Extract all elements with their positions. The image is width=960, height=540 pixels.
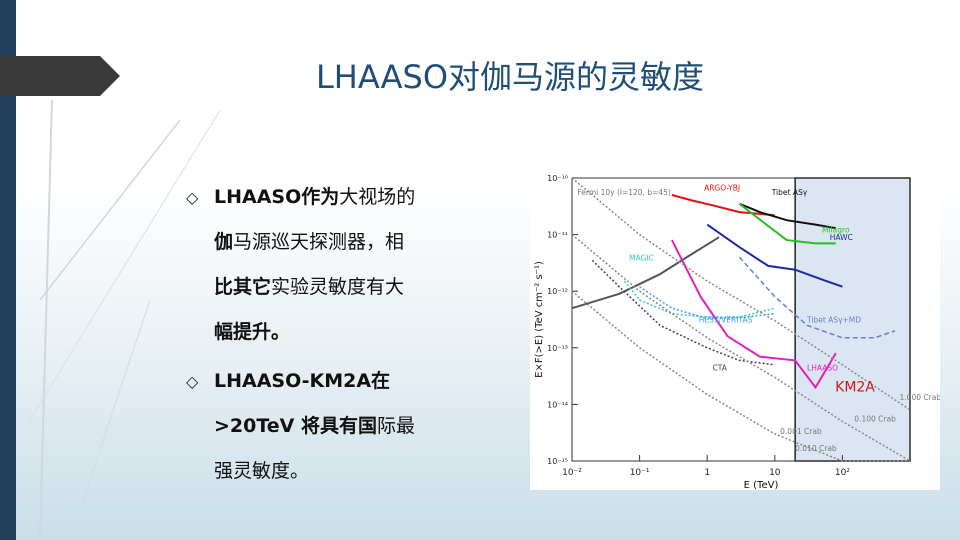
bullet-line: 强灵敏度。 <box>214 460 310 482</box>
bullet-line: LHAASO作为大视场的 <box>214 186 416 208</box>
series-annotation: HESS/VERITAS <box>699 315 753 324</box>
series-annotation: 0.001 Crab <box>780 427 822 436</box>
x-tick-label: 10² <box>835 468 850 478</box>
series-annotation: Tibet ASγ <box>771 188 808 197</box>
series-line-milagro <box>738 203 836 245</box>
x-tick-label: 1 <box>704 468 710 478</box>
y-tick-label: 10⁻¹⁴ <box>547 400 568 409</box>
series-line-tibet-as-md <box>738 256 896 339</box>
series-line-hawc <box>706 223 843 288</box>
y-tick-label: 10⁻¹³ <box>547 344 568 353</box>
series-annotation: 1.000 Crab <box>900 393 940 402</box>
left-accent-bar <box>0 0 16 540</box>
series-annotation: Milagro <box>822 225 850 234</box>
bullet-list: ◇ LHAASO作为大视场的 伽马源巡天探测器，相 比其它实验灵敏度有大 幅提升… <box>186 175 486 498</box>
x-axis-label: E (TeV) <box>744 480 779 490</box>
series-annotation: 0.100 Crab <box>854 414 896 423</box>
series-annotation: ARGO-YBJ <box>704 184 740 193</box>
diamond-bullet-icon: ◇ <box>186 188 199 207</box>
series-line-fermi-10y-l-120-b-45 <box>571 236 720 310</box>
y-tick-label: 10⁻¹⁰ <box>547 174 568 183</box>
bullet-line: LHAASO-KM2A在 <box>214 370 391 392</box>
series-line-0-1-crab <box>571 234 911 462</box>
series-line-lhaaso <box>671 239 837 390</box>
bullet-line: 幅提升。 <box>214 321 291 343</box>
sensitivity-chart-svg: 10⁻² 10⁻¹ 1 10 10² 10⁻¹⁰ 10⁻¹¹ 10⁻¹² 10⁻¹³ 10⁻¹⁴ 1… <box>534 174 940 490</box>
series-annotation: Tibet ASγ+MD <box>806 315 861 324</box>
series-annotation: LHAASO <box>807 363 838 372</box>
series-annotation: Fermi 10y (l=120, b=45) <box>577 188 671 197</box>
y-axis-label: E×F(>E) (TeV cm⁻² s⁻¹) <box>534 261 545 378</box>
bullet-item: ◇ LHAASO作为大视场的 伽马源巡天探测器，相 比其它实验灵敏度有大 幅提升… <box>186 175 486 355</box>
series-annotation: CTA <box>713 363 728 372</box>
y-tick-label: 10⁻¹¹ <box>547 231 568 240</box>
series-annotation: HAWC <box>830 233 853 242</box>
diamond-bullet-icon: ◇ <box>186 372 199 391</box>
series-line-hess-veritas <box>639 286 775 320</box>
series-annotation: 0.010 Crab <box>795 444 837 453</box>
series-line-0-01-crab <box>571 290 910 462</box>
y-tick-label: 10⁻¹⁵ <box>547 457 568 466</box>
series-line-tibet-as <box>739 202 836 230</box>
x-tick-label: 10⁻¹ <box>630 468 650 478</box>
bullet-line: 伽马源巡天探测器，相 <box>214 231 405 253</box>
bullet-line: >20TeV 将具有国际最 <box>214 415 416 437</box>
sensitivity-chart: 10⁻² 10⁻¹ 1 10 10² 10⁻¹⁰ 10⁻¹¹ 10⁻¹² 10⁻¹³ 10⁻¹⁴ 1… <box>530 143 940 490</box>
plot-frame <box>571 177 911 462</box>
series-line-magic <box>624 280 775 318</box>
x-tick-label: 10⁻² <box>562 468 582 478</box>
y-tick-label: 10⁻¹² <box>547 287 568 296</box>
title-tab-shape <box>0 56 120 96</box>
bullet-item: ◇ LHAASO-KM2A在 >20TeV 将具有国际最 强灵敏度。 <box>186 359 486 494</box>
series-line-1-crab <box>571 177 911 411</box>
bullet-line: 比其它实验灵敏度有大 <box>214 276 405 298</box>
km2a-label: KM2A <box>835 379 875 395</box>
page-title: LHAASO对伽马源的灵敏度 <box>315 58 705 96</box>
x-tick-label: 10 <box>769 468 781 478</box>
series-annotation: MAGIC <box>629 253 654 262</box>
